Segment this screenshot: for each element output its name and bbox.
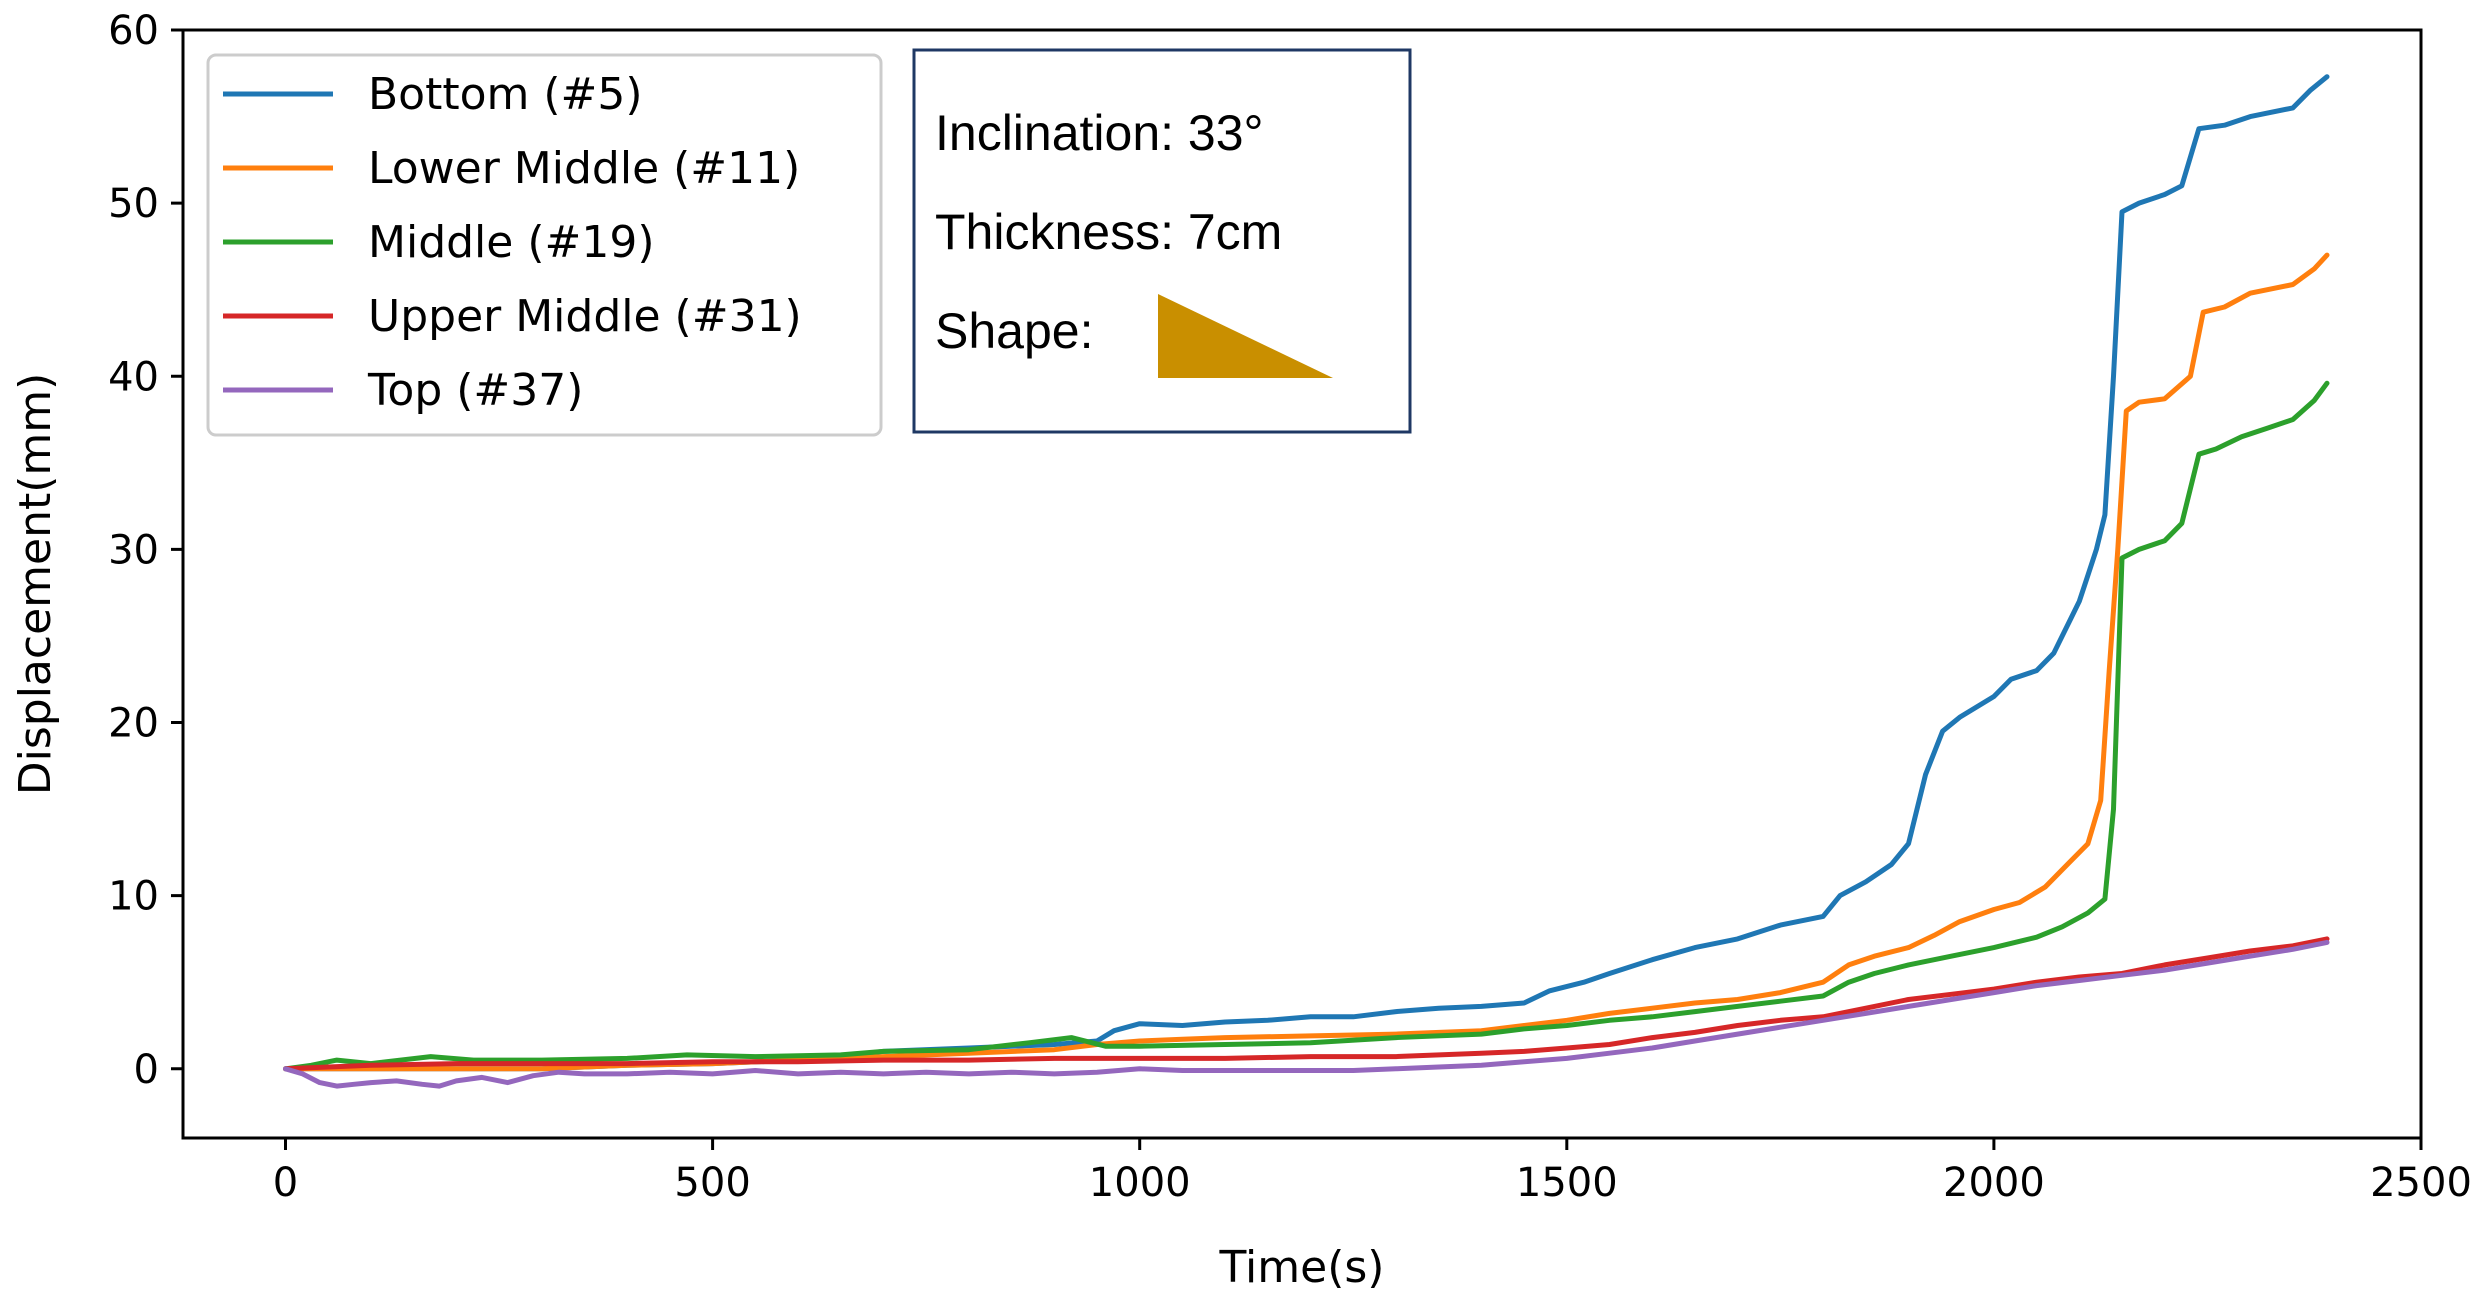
series-line-5 [283, 939, 2330, 1089]
x-tick-label: 1000 [1089, 1160, 1191, 1206]
info-box: Inclination: 33° Thickness: 7cm Shape: [912, 48, 1412, 434]
y-axis-title: Displacement(mm) [10, 373, 61, 796]
legend-label-3: Middle (#19) [368, 217, 655, 268]
y-tick-label: 0 [134, 1047, 159, 1093]
series-layer [283, 74, 2330, 1089]
x-tick-label: 2500 [2370, 1160, 2472, 1206]
x-tick-label: 2000 [1943, 1160, 2045, 1206]
legend-label-5: Top (#37) [367, 365, 583, 416]
legend-label-1: Bottom (#5) [368, 69, 643, 120]
y-tick-label: 10 [108, 874, 159, 920]
legend-label-4: Upper Middle (#31) [368, 291, 802, 342]
inclination-text: Inclination: 33° [935, 105, 1264, 161]
axis-titles: Time(s) Displacement(mm) [10, 373, 1384, 1293]
series-line-4 [283, 936, 2330, 1072]
x-tick-label: 500 [674, 1160, 750, 1206]
thickness-text: Thickness: 7cm [935, 204, 1282, 260]
y-tick-label: 20 [108, 701, 159, 747]
legend: Bottom (#5) Lower Middle (#11) Middle (#19… [206, 53, 883, 437]
y-tick-label: 60 [108, 8, 159, 54]
y-tick-label: 50 [108, 181, 159, 227]
x-axis-title: Time(s) [1219, 1242, 1385, 1293]
x-tick-label: 0 [273, 1160, 298, 1206]
series-line-2 [283, 252, 2330, 1072]
shape-label: Shape: [935, 303, 1093, 359]
y-tick-label: 40 [108, 354, 159, 400]
y-tick-label: 30 [108, 527, 159, 573]
plot-frame [181, 28, 2423, 1140]
axis-ticks: 0 500 1000 1500 2000 2500 0 10 20 30 40 50 60 [108, 8, 2472, 1206]
x-tick-label: 1500 [1516, 1160, 1618, 1206]
series-line-3 [283, 380, 2330, 1072]
shape-triangle-icon [1158, 294, 1333, 378]
legend-frame [206, 53, 883, 437]
legend-label-2: Lower Middle (#11) [368, 143, 800, 194]
